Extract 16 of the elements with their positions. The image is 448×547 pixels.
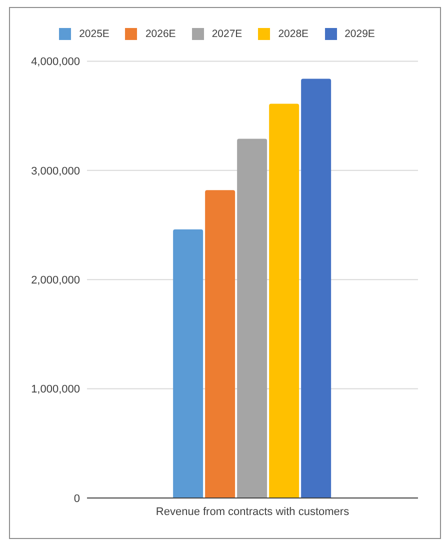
bar [301,78,332,498]
legend-label: 2025E [79,28,110,40]
y-tick-label: 1,000,000 [31,384,80,396]
y-tick-label: 4,000,000 [31,56,80,68]
y-tick-label: 3,000,000 [31,165,80,178]
bar [269,104,300,498]
y-tick-label: 0 [74,492,80,505]
bar [205,190,236,498]
x-tick-label: Revenue from contracts with customers [156,506,350,518]
bar [237,138,268,498]
y-tick-label: 2,000,000 [31,274,80,287]
legend-label: 2029E [344,28,375,40]
legend-label: 2028E [278,28,309,40]
legend-label: 2026E [145,28,176,40]
legend-label: 2027E [212,28,242,40]
bar [173,229,204,498]
